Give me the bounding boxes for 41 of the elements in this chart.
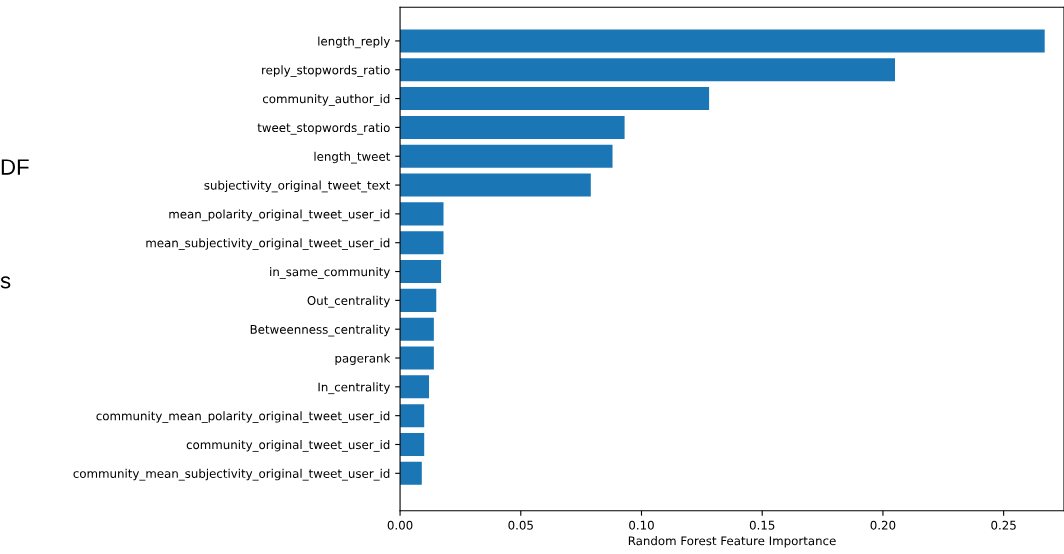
- bar: [400, 202, 444, 226]
- bar: [400, 346, 434, 370]
- bar: [400, 288, 437, 312]
- x-axis-title: Random Forest Feature Importance: [628, 536, 836, 548]
- bar: [400, 432, 425, 457]
- y-tick-label: length_tweet: [314, 151, 391, 164]
- x-tick-label: 0.25: [991, 520, 1016, 530]
- bar: [400, 317, 434, 341]
- bar: [400, 144, 613, 168]
- y-tick-label: community_author_id: [262, 94, 390, 106]
- bar: [400, 375, 430, 399]
- y-tick-label: Betweenness_centrality: [250, 324, 390, 337]
- y-tick-label: reply_stopwords_ratio: [262, 65, 390, 78]
- y-tick-label: length_reply: [318, 36, 390, 49]
- bar: [400, 461, 422, 485]
- text: s: [0, 276, 11, 289]
- bar: [400, 260, 442, 284]
- x-tick-label: 0.05: [508, 520, 533, 530]
- x-tick-label: 0.10: [629, 520, 654, 530]
- x-tick-label: 0.20: [870, 520, 896, 530]
- bar: [400, 115, 625, 139]
- bar: [400, 173, 591, 197]
- x-tick-label: 0.00: [387, 520, 413, 530]
- y-tick-label: community_mean_polarity_original_tweet_user_id: [96, 411, 390, 423]
- y-tick-label: community_original_tweet_user_id: [186, 440, 390, 452]
- y-tick-label: community_mean_subjectivity_original_tweet_user_id: [73, 468, 390, 481]
- y-tick-label: mean_polarity_original_tweet_user_id: [169, 209, 390, 222]
- x-tick-label: 0.15: [749, 520, 775, 530]
- y-tick-label: in_same_community: [270, 267, 390, 279]
- bar: [400, 231, 444, 255]
- y-tick-label: mean_subjectivity_original_tweet_user_id: [146, 238, 390, 250]
- y-tick-label: tweet_stopwords_ratio: [257, 122, 390, 135]
- y-tick-label: pagerank: [335, 353, 391, 365]
- bar: [400, 29, 1045, 53]
- bar: [400, 58, 895, 82]
- bar: [400, 404, 425, 428]
- bar: [400, 87, 710, 111]
- y-tick-label: Out_centrality: [307, 295, 390, 308]
- y-tick-label: subjectivity_original_tweet_text: [204, 180, 391, 193]
- text: DF: [1, 159, 29, 175]
- y-tick-label: In_centrality: [318, 382, 390, 395]
